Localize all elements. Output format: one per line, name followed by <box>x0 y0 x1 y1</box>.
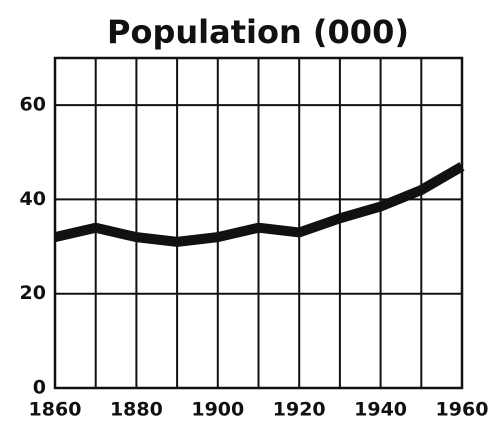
chart-title: Population (000) <box>107 13 409 51</box>
x-tick-label: 1860 <box>29 399 82 421</box>
x-tick-label: 1900 <box>191 399 244 421</box>
x-tick-label: 1960 <box>436 399 489 421</box>
x-tick-label: 1880 <box>110 399 163 421</box>
y-tick-label: 60 <box>20 94 46 116</box>
y-tick-label: 20 <box>20 282 46 304</box>
y-tick-label: 0 <box>33 377 46 399</box>
data-line <box>53 162 465 247</box>
y-tick-label: 40 <box>20 188 46 210</box>
x-tick-label: 1940 <box>354 399 407 421</box>
x-tick-label: 1920 <box>273 399 326 421</box>
